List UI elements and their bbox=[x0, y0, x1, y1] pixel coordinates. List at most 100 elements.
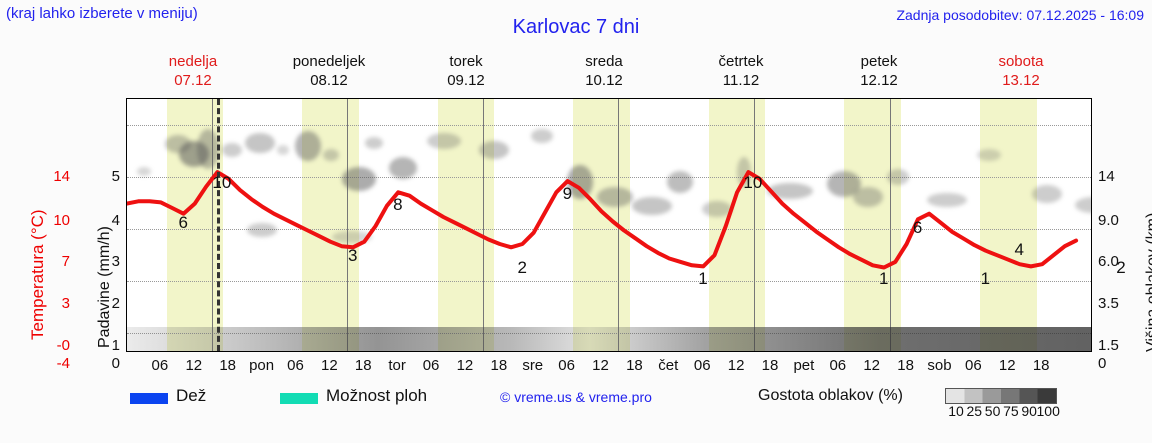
day-date: 13.12 bbox=[1002, 72, 1040, 89]
cloud-density-step: 75 bbox=[1003, 403, 1019, 419]
precipitation-axis-title: Padavine (mm/h) bbox=[96, 226, 113, 348]
precipitation-tick: 0 bbox=[111, 355, 120, 372]
gridline bbox=[127, 177, 1091, 178]
cloud-cover-blob bbox=[222, 143, 242, 157]
cloud-density-gradient-bar bbox=[945, 388, 1057, 404]
gridline bbox=[127, 281, 1091, 282]
day-date: 09.12 bbox=[447, 72, 485, 89]
day-date: 08.12 bbox=[310, 72, 348, 89]
cloud-density-step: 10 bbox=[948, 403, 964, 419]
cloud-cover-blob bbox=[737, 157, 751, 187]
time-tick: 12 bbox=[998, 357, 1016, 374]
temperature-axis-title: Temperatura (°C) bbox=[28, 209, 47, 340]
cloud-cover-blob bbox=[977, 149, 1001, 161]
temperature-max-label: 10 bbox=[743, 172, 763, 192]
cloud-density-step: 25 bbox=[966, 403, 983, 419]
precipitation-tick: 4 bbox=[111, 212, 120, 229]
time-tick: 18 bbox=[219, 357, 237, 374]
time-tick: pon bbox=[249, 357, 275, 374]
cloud-cover-blob bbox=[247, 223, 277, 237]
time-tick: 18 bbox=[354, 357, 372, 374]
forecast-plot bbox=[126, 98, 1092, 352]
day-name: četrtek bbox=[718, 53, 764, 70]
time-tick: 06 bbox=[693, 357, 711, 374]
precipitation-tick: 1 bbox=[111, 337, 120, 354]
day-header-1: nedelja 07.12 bbox=[123, 52, 263, 90]
day-name: sreda bbox=[585, 53, 623, 70]
time-tick: 18 bbox=[897, 357, 914, 374]
time-tick: 12 bbox=[592, 357, 609, 374]
cloud-height-tick: 3.5 bbox=[1098, 295, 1119, 312]
low-cloud-deck bbox=[127, 327, 1091, 351]
time-tick: 06 bbox=[422, 357, 440, 374]
gridline bbox=[127, 229, 1091, 230]
time-tick: pet bbox=[793, 357, 815, 374]
day-divider bbox=[347, 99, 349, 351]
time-tick: 18 bbox=[761, 357, 779, 374]
cloud-cover-blob bbox=[1075, 197, 1091, 213]
temperature-min-label: 2 bbox=[1116, 257, 1126, 277]
cloud-cover-blob bbox=[277, 145, 289, 155]
time-tick: 12 bbox=[863, 357, 881, 374]
time-tick: čet bbox=[658, 357, 679, 374]
cloud-cover-blob bbox=[887, 169, 909, 185]
time-tick: 12 bbox=[456, 357, 474, 374]
time-tick: 18 bbox=[626, 357, 643, 374]
temperature-max-label: 8 bbox=[393, 195, 403, 215]
temperature-tick: 7 bbox=[61, 253, 70, 270]
cloud-cover-blob bbox=[179, 141, 209, 167]
day-divider bbox=[482, 99, 484, 351]
cloud-cover-blob bbox=[137, 167, 151, 176]
temperature-max-label: 10 bbox=[212, 172, 232, 192]
time-tick: 12 bbox=[185, 357, 203, 374]
day-header-3: torek 09.12 bbox=[396, 52, 536, 90]
cloud-cover-blob bbox=[632, 197, 672, 215]
day-header-4: sreda 10.12 bbox=[534, 52, 674, 90]
rain-legend-swatch bbox=[130, 393, 168, 404]
cloud-height-tick: 9.0 bbox=[1098, 212, 1119, 229]
daylight-band bbox=[708, 99, 766, 351]
daylight-band bbox=[980, 99, 1037, 351]
time-tick: sob bbox=[927, 357, 952, 374]
temperature-tick: -0 bbox=[56, 337, 70, 354]
copyright-label[interactable]: © vreme.us & vreme.pro bbox=[500, 389, 652, 405]
cloud-height-tick: 0 bbox=[1098, 355, 1107, 372]
cloud-cover-blob bbox=[323, 149, 339, 161]
cloud-density-step: 100 bbox=[1036, 403, 1060, 419]
current-time-marker bbox=[217, 99, 221, 351]
cloud-cover-blob bbox=[389, 157, 417, 179]
cloud-density-legend-title: Gostota oblakov (%) bbox=[758, 387, 903, 404]
temperature-tick: 14 bbox=[53, 168, 70, 185]
cloud-cover-blob bbox=[827, 171, 861, 197]
cloud-cover-blob bbox=[531, 129, 553, 143]
temperature-min-label: 3 bbox=[347, 246, 358, 266]
day-header-7: sobota 13.12 bbox=[951, 52, 1091, 90]
shower-legend-swatch bbox=[280, 393, 318, 404]
cloud-density-step: 90 bbox=[1021, 403, 1037, 419]
day-date: 07.12 bbox=[174, 72, 212, 89]
time-tick: 06 bbox=[558, 357, 575, 374]
temperature-min-label: 6 bbox=[178, 212, 188, 232]
time-tick: 12 bbox=[321, 357, 338, 374]
cloud-density-step: 50 bbox=[984, 403, 1001, 419]
day-name: torek bbox=[449, 53, 483, 70]
cloud-cover-blob bbox=[245, 133, 275, 153]
day-date: 10.12 bbox=[585, 72, 623, 89]
time-tick: 18 bbox=[490, 357, 508, 374]
time-tick: sre bbox=[522, 357, 544, 374]
time-tick: 06 bbox=[829, 357, 847, 374]
cloud-cover-blob bbox=[767, 183, 813, 199]
daylight-band bbox=[844, 99, 901, 351]
shower-legend-label: Možnost ploh bbox=[326, 386, 428, 405]
temperature-max-label: 9 bbox=[562, 184, 573, 204]
time-tick: 18 bbox=[1032, 357, 1050, 374]
cloud-cover-blob bbox=[853, 187, 883, 207]
day-header-2: ponedeljek 08.12 bbox=[259, 52, 399, 90]
cloud-cover-blob bbox=[597, 187, 633, 207]
temperature-tick: 3 bbox=[61, 295, 70, 312]
cloud-cover-blob bbox=[332, 231, 372, 243]
cloud-cover-blob bbox=[667, 171, 693, 193]
day-name: nedelja bbox=[168, 53, 218, 70]
precipitation-tick: 3 bbox=[111, 253, 120, 270]
